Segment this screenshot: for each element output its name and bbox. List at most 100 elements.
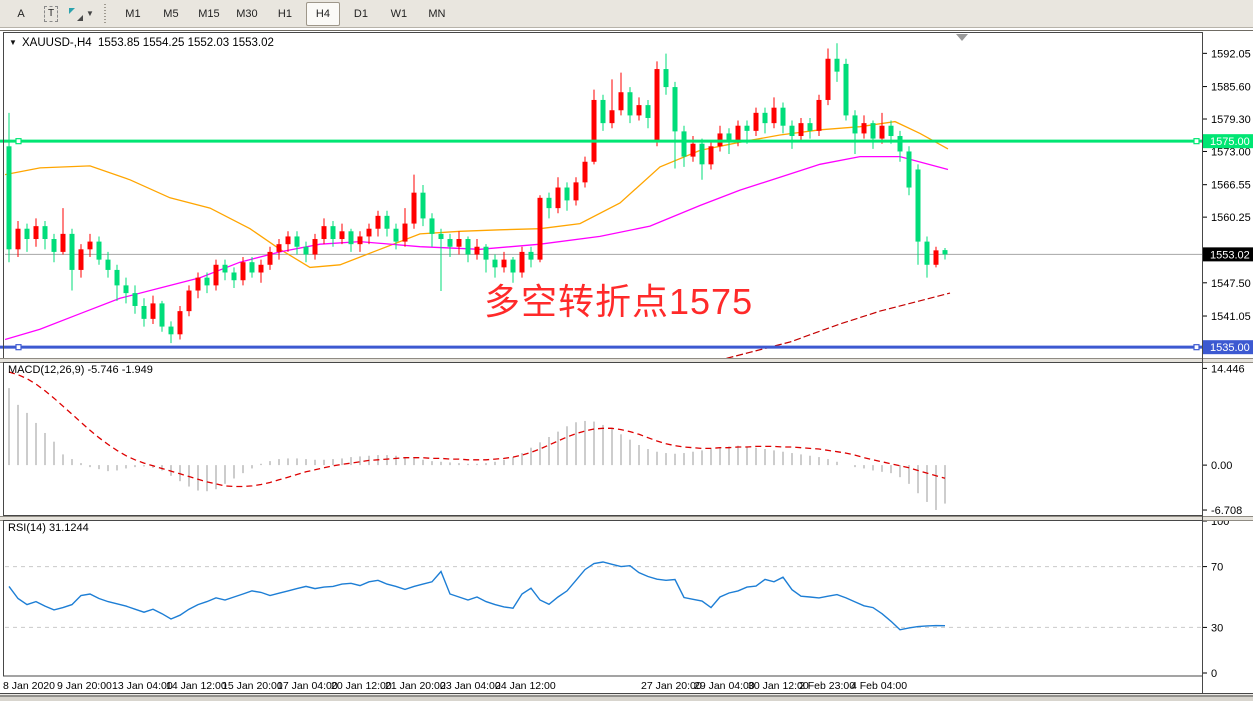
diagonal-arrows-icon (69, 7, 84, 21)
candle (501, 259, 507, 268)
candle (582, 161, 588, 183)
candle (528, 251, 534, 260)
date-tick-label: 24 Jan 12:00 (495, 680, 556, 692)
timeframe-button-m1[interactable]: M1 (125, 7, 141, 20)
candle (834, 58, 840, 72)
candle (375, 215, 381, 229)
candle (807, 123, 813, 131)
rsi-tick-label: 0 (1211, 668, 1217, 680)
macd-tick-label: 14.446 (1211, 363, 1245, 375)
timeframe-button-m15[interactable]: M15 (198, 7, 220, 20)
date-tick-label: 15 Jan 20:00 (222, 680, 283, 692)
chart-canvas[interactable]: 1592.05 1585.60 1579.30 1573.00 1566.55 1560.… (0, 28, 1253, 701)
toolbar: A T ▼ M1 M5 M15 M30 H1 H4 D1 W1 MN (0, 0, 1253, 28)
date-tick-label: 23 Jan 04:00 (440, 680, 501, 692)
candle (420, 192, 426, 219)
hline-1535[interactable] (0, 344, 1202, 351)
candle (411, 192, 417, 224)
toolbar-separator (101, 3, 109, 24)
price-axis[interactable]: 1592.05 1585.60 1579.30 1573.00 1566.55 1560.… (1202, 48, 1251, 680)
rsi-indicator-label: RSI(14) 31.1244 (8, 522, 89, 534)
pane-splitter[interactable] (0, 516, 1253, 521)
candle (762, 112, 768, 124)
candle (339, 231, 345, 240)
candle (744, 125, 750, 131)
timeframe-button-w1[interactable]: W1 (390, 7, 408, 20)
pane-splitter[interactable] (0, 358, 1253, 363)
rsi-pane (5, 561, 1202, 631)
candle (690, 143, 696, 157)
price-tick-label: 1592.05 (1211, 48, 1251, 60)
date-tick-label: 20 Jan 12:00 (331, 680, 392, 692)
timeframe-button-mn[interactable]: MN (428, 7, 446, 20)
text-label-tool-button[interactable]: A (17, 7, 25, 20)
candle (195, 277, 201, 291)
price-tick-label: 1585.60 (1211, 82, 1251, 94)
candle (708, 146, 714, 165)
candle (276, 244, 282, 252)
candle (294, 236, 300, 247)
candle (15, 228, 21, 250)
svg-text:1553.02: 1553.02 (1210, 249, 1250, 261)
candle (258, 264, 264, 273)
candle (33, 226, 39, 240)
candle (915, 169, 921, 242)
chart-shift-marker-icon (956, 34, 968, 41)
macd-pane (8, 371, 946, 510)
candle (870, 123, 876, 139)
main-price-pane (5, 120, 1202, 358)
collapse-triangle-icon[interactable]: ▼ (9, 38, 17, 47)
candle (564, 187, 570, 201)
price-tag-1535: 1535.00 (1203, 340, 1253, 355)
candle (204, 277, 210, 286)
candle (303, 246, 309, 255)
candle (87, 241, 93, 250)
candle (231, 272, 237, 281)
candle (186, 290, 192, 312)
candle (114, 269, 120, 286)
timeframe-button-h1[interactable]: H1 (277, 7, 292, 20)
candle (168, 326, 174, 335)
candle (474, 246, 480, 255)
candle (42, 226, 48, 240)
candle (600, 99, 606, 124)
timeframe-button-m5[interactable]: M5 (163, 7, 179, 20)
price-tick-label: 1541.05 (1211, 311, 1251, 323)
bottom-status-strip (0, 694, 1253, 701)
macd-signal-line (8, 371, 946, 488)
svg-text:1575.00: 1575.00 (1210, 136, 1250, 148)
candle (897, 136, 903, 152)
candle (222, 264, 228, 273)
candle (636, 105, 642, 116)
candle (825, 58, 831, 100)
candle (213, 264, 219, 286)
price-tick-label: 1547.50 (1211, 278, 1251, 290)
hline-1575[interactable] (0, 138, 1202, 145)
macd-tick-label: -6.708 (1211, 505, 1242, 517)
candle (24, 228, 30, 240)
timeframe-button-d1[interactable]: D1 (353, 7, 368, 20)
candle (357, 236, 363, 245)
candle (888, 125, 894, 137)
candle (456, 239, 462, 247)
date-tick-label: 27 Jan 20:00 (641, 680, 702, 692)
timeframe-button-h4[interactable]: H4 (305, 1, 340, 26)
text-box-icon: T (43, 5, 59, 22)
candle (726, 133, 732, 142)
candle (60, 233, 66, 252)
arrows-tool-button[interactable]: ▼ (68, 2, 95, 26)
timeframe-button-m30[interactable]: M30 (236, 7, 258, 20)
candle (681, 131, 687, 157)
candle (402, 223, 408, 242)
price-tick-label: 1560.25 (1211, 212, 1251, 224)
date-tick-label: 8 Jan 2020 (3, 680, 55, 692)
candle (519, 251, 525, 273)
svg-text:1535.00: 1535.00 (1210, 342, 1250, 354)
candle (663, 69, 669, 88)
candle (798, 123, 804, 137)
text-box-tool-button[interactable]: T (38, 2, 64, 26)
candle (384, 215, 390, 229)
ma-darkred-line (725, 292, 951, 358)
